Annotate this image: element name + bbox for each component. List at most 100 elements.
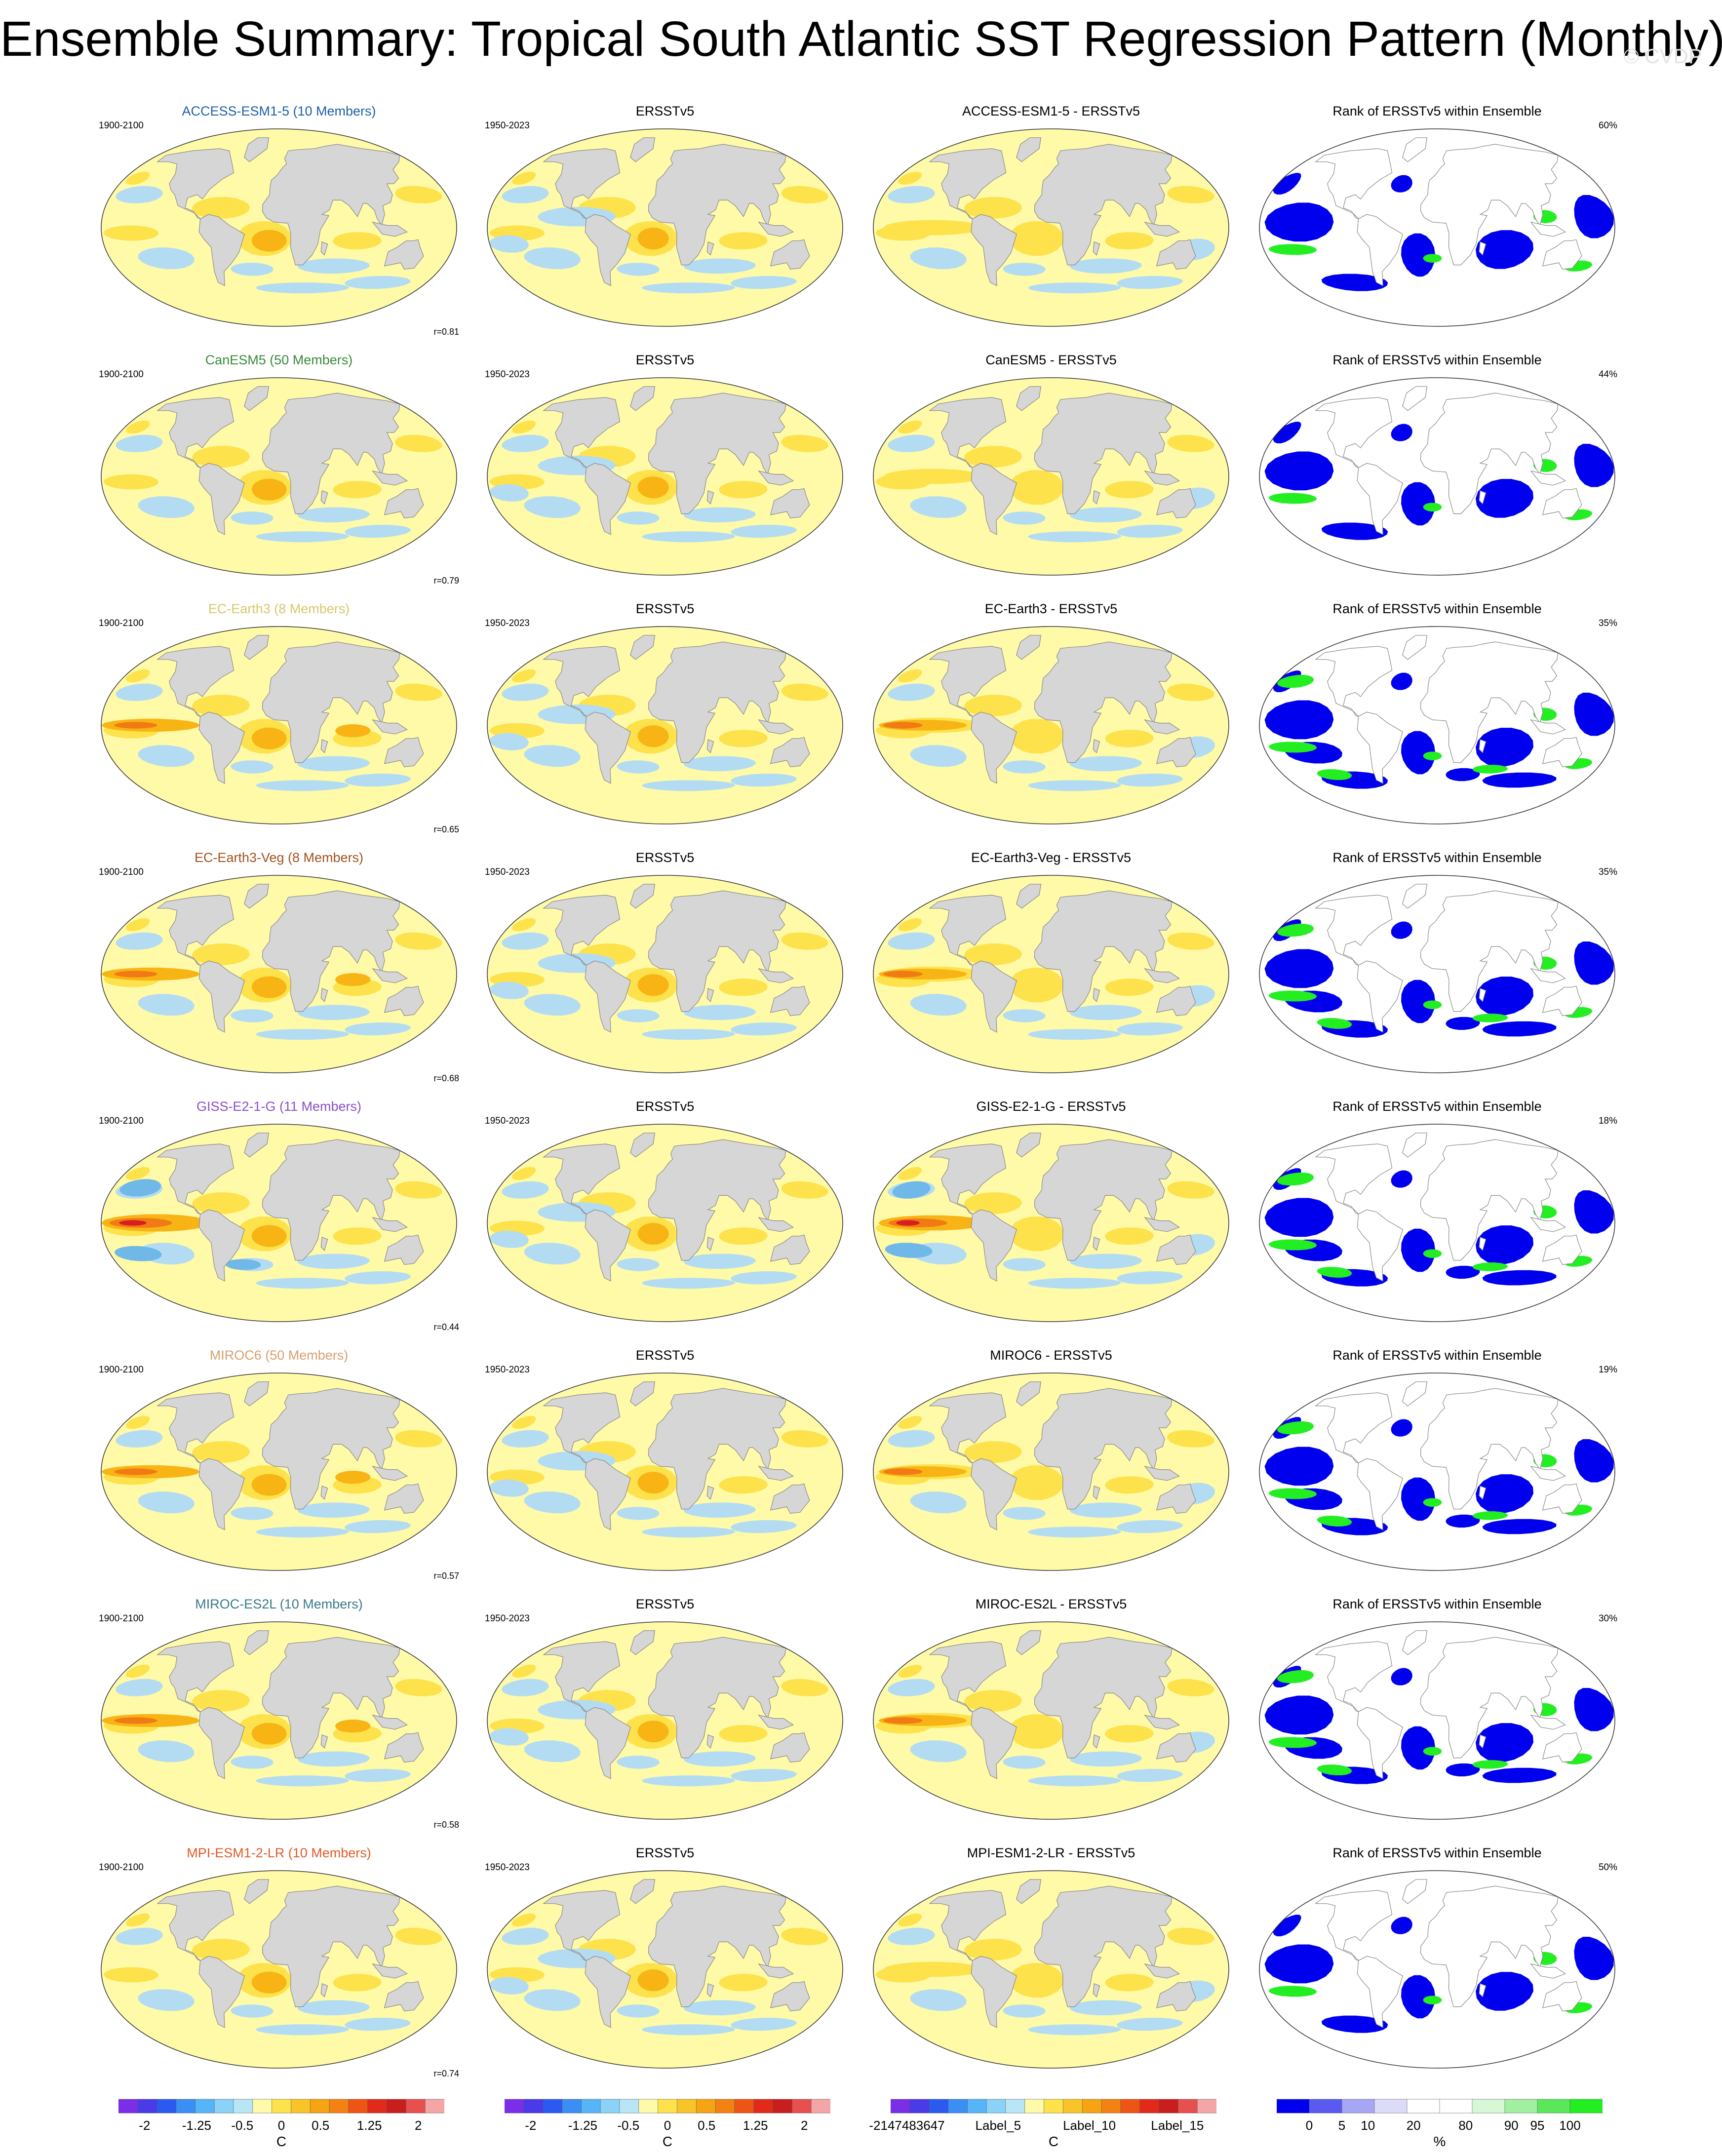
colorbar-swatch: [272, 2099, 292, 2114]
sst-anomaly-region: [335, 724, 371, 738]
obs-map-panel: ERSSTv5 1950-2023: [485, 353, 845, 589]
land-north-america: [157, 1143, 235, 1215]
colorbar-tick-label: Label_15: [1151, 2118, 1204, 2133]
land-australia: [770, 985, 810, 1017]
colorbar-swatch: [406, 2099, 426, 2114]
rank-region: [1264, 1447, 1334, 1486]
sst-anomaly-region: [524, 496, 581, 518]
land-greenland: [1016, 1133, 1042, 1158]
rank-map-panel: Rank of ERSSTv5 within Ensemble 30%: [1257, 1597, 1617, 1834]
period-label: 1900-2100: [99, 1862, 144, 1873]
panel-title: MPI-ESM1-2-LR - ERSSTv5: [967, 1845, 1135, 1860]
land-australia: [1542, 1732, 1582, 1763]
colorbar-tick-label: -0.5: [617, 2118, 640, 2133]
rank-region: [1476, 230, 1533, 269]
land-south-america: [1357, 1707, 1403, 1779]
rank-region: [1472, 1760, 1508, 1769]
land-greenland: [1016, 1381, 1042, 1407]
land-greenland: [1402, 884, 1428, 909]
sst-anomaly-region: [1167, 1181, 1214, 1199]
land-indonesia: [1530, 1216, 1566, 1232]
rank-region: [1574, 1937, 1614, 1980]
sst-anomaly-region: [192, 197, 250, 219]
sst-anomaly-region: [896, 1220, 920, 1226]
land-north-america: [157, 397, 235, 468]
sst-anomaly-region: [1032, 1471, 1060, 1490]
colorbar-swatch: [176, 2099, 196, 2114]
panel-title: MPI-ESM1-2-LR (10 Members): [187, 1845, 371, 1860]
colorbar-unit: C: [662, 2134, 673, 2149]
land-indonesia: [1530, 719, 1566, 735]
model-map-panel: MPI-ESM1-2-LR (10 Members) 1900-2100 r=0.7…: [99, 1845, 459, 2082]
land-masses: [1315, 884, 1582, 1033]
sst-anomaly-region: [637, 228, 669, 250]
sst-anomaly-region: [1105, 1725, 1154, 1743]
map-border: [101, 377, 457, 576]
sst-anomaly-region: [641, 1278, 736, 1289]
rank-map: [1259, 1621, 1615, 1820]
land-madagascar: [706, 739, 714, 753]
sst-anomaly-region: [333, 1227, 382, 1245]
diff-map-panel: EC-Earth3-Veg - ERSSTv5: [871, 850, 1231, 1087]
rank-region: [1317, 769, 1352, 780]
sst-anomaly-region: [964, 943, 1022, 965]
sst-anomaly-region: [251, 230, 287, 252]
sst-anomaly-field: [489, 1167, 828, 1289]
sst-anomaly-region: [1027, 1029, 1122, 1040]
rank-region: [1264, 202, 1334, 242]
panel-title: EC-Earth3-Veg - ERSSTv5: [971, 850, 1132, 865]
land-masses: [929, 884, 1196, 1033]
land-masses: [157, 137, 424, 286]
land-greenland: [1016, 1879, 1042, 1904]
sst-anomaly-region: [637, 476, 669, 499]
land-australia: [1156, 1483, 1196, 1514]
diff-map: [873, 1621, 1229, 1820]
rank-region: [1268, 1986, 1317, 1997]
land-south-america: [971, 1707, 1017, 1779]
map-border: [101, 1870, 457, 2069]
sst-anomaly-region: [1032, 724, 1060, 744]
rank-region: [1423, 751, 1442, 760]
rank-map-panel: Rank of ERSSTv5 within Ensemble 35%: [1257, 601, 1617, 838]
panel-title: MIROC-ES2L - ERSSTv5: [975, 1597, 1127, 1611]
sst-anomaly-region: [1003, 760, 1046, 774]
map-border: [487, 128, 843, 327]
rank-region: [1574, 444, 1614, 487]
land-madagascar: [1093, 1983, 1100, 1998]
land-south-america: [1357, 1209, 1403, 1282]
land-greenland: [1402, 137, 1428, 162]
model-map-panel: CanESM5 (50 Members) 1900-2100 r=0.79: [99, 353, 459, 589]
land-eurasia-africa: [1034, 1885, 1173, 2007]
sst-anomaly-region: [490, 1479, 529, 1497]
rank-field: [1264, 1915, 1614, 2033]
land-north-america: [929, 895, 1007, 966]
rank-region: [1476, 977, 1533, 1016]
sst-anomaly-region: [888, 434, 935, 452]
sst-anomaly-region: [1003, 511, 1046, 525]
rank-percent-label: 44%: [1598, 369, 1617, 380]
sst-anomaly-field: [489, 669, 828, 791]
sst-anomaly-region: [490, 1728, 529, 1746]
colorbar-swatch: [543, 2099, 563, 2114]
rank-region: [1391, 424, 1412, 441]
sst-anomaly-region: [512, 1664, 536, 1678]
sst-anomaly-region: [335, 973, 371, 986]
land-indonesia: [1530, 1963, 1566, 1979]
period-label: 1950-2023: [485, 618, 530, 628]
land-masses: [157, 884, 424, 1033]
sst-anomaly-region: [1069, 1502, 1142, 1518]
sst-anomaly-region: [231, 1507, 274, 1520]
land-greenland: [630, 884, 656, 909]
colorbar-unit: %: [1433, 2134, 1446, 2149]
panel-title: Rank of ERSSTv5 within Ensemble: [1332, 1348, 1542, 1363]
land-madagascar: [1093, 739, 1100, 753]
sst-anomaly-region: [1117, 2018, 1183, 2031]
land-masses: [157, 1630, 424, 1779]
panel-title: Rank of ERSSTv5 within Ensemble: [1332, 1845, 1542, 1860]
sst-anomaly-region: [1003, 1756, 1046, 1769]
rank-region: [1476, 1723, 1533, 1762]
land-masses: [1315, 386, 1582, 535]
land-greenland: [630, 1630, 656, 1655]
sst-anomaly-region: [731, 1520, 797, 1533]
colorbar-swatch: [310, 2099, 330, 2114]
